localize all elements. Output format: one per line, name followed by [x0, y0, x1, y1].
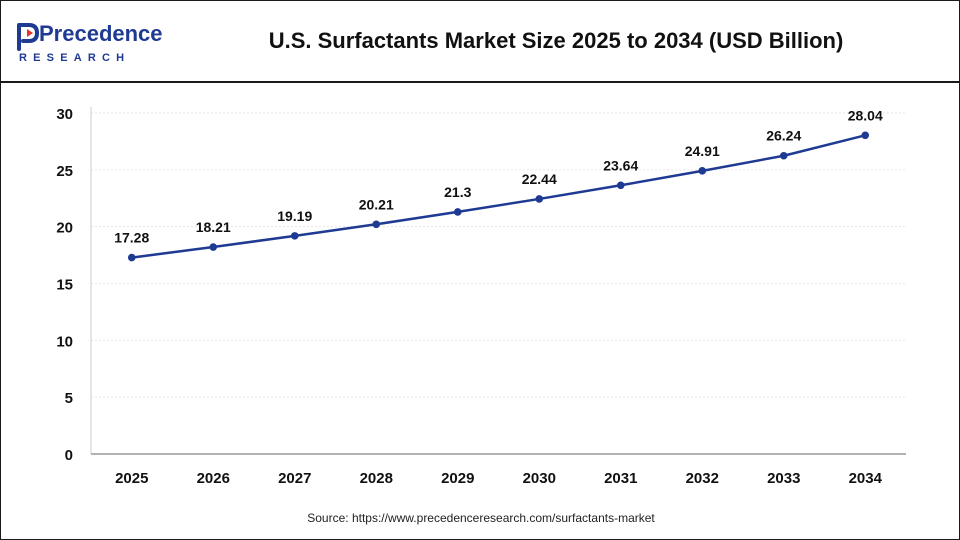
data-point — [779, 151, 788, 160]
data-point — [616, 181, 625, 190]
data-point — [861, 131, 870, 140]
data-point — [453, 208, 462, 216]
data-label: 21.3 — [444, 184, 471, 200]
precedence-research-logo: Precedence RESEARCH — [17, 21, 163, 64]
chart-title: U.S. Surfactants Market Size 2025 to 203… — [268, 28, 844, 53]
x-tick-label: 2027 — [278, 470, 311, 487]
y-tick-label: 15 — [56, 277, 73, 294]
x-tick-label: 2026 — [197, 470, 230, 487]
x-tick-label: 2034 — [849, 470, 883, 487]
logo-subtitle: RESEARCH — [19, 52, 130, 64]
data-label: 22.44 — [522, 171, 557, 187]
data-point — [372, 220, 381, 229]
x-tick-label: 2033 — [767, 470, 800, 487]
y-tick-label: 0 — [65, 447, 73, 464]
data-label: 19.19 — [277, 208, 312, 224]
series-line — [131, 134, 866, 259]
data-point — [290, 232, 299, 240]
data-label: 24.91 — [685, 143, 720, 159]
data-label: 17.28 — [114, 230, 149, 246]
y-tick-label: 20 — [56, 220, 73, 237]
data-point — [209, 243, 218, 251]
data-label: 28.04 — [848, 107, 883, 123]
source-label: Source: — [307, 511, 349, 525]
logo-wordmark: Precedence — [39, 21, 163, 46]
header: Precedence RESEARCH U.S. Surfactants Mar… — [1, 1, 959, 83]
source-note: Source: https://www.precedenceresearch.c… — [1, 511, 960, 525]
x-tick-label: 2032 — [686, 470, 719, 487]
y-tick-label: 30 — [56, 106, 73, 123]
x-tick-label: 2025 — [115, 470, 148, 487]
data-label: 20.21 — [359, 196, 394, 212]
y-tick-label: 10 — [56, 333, 73, 350]
x-tick-label: 2028 — [360, 470, 393, 487]
x-tick-label: 2031 — [604, 470, 637, 487]
data-label: 26.24 — [766, 128, 801, 144]
x-tick-label: 2030 — [523, 470, 556, 487]
y-tick-label: 5 — [65, 390, 73, 407]
x-tick-label: 2029 — [441, 470, 474, 487]
data-label: 18.21 — [196, 219, 231, 235]
data-point — [698, 167, 707, 175]
y-tick-label: 25 — [56, 163, 73, 180]
source-url[interactable]: https://www.precedenceresearch.com/surfa… — [351, 511, 655, 525]
data-point — [535, 195, 544, 203]
data-point — [127, 253, 136, 262]
data-label: 23.64 — [603, 157, 638, 173]
